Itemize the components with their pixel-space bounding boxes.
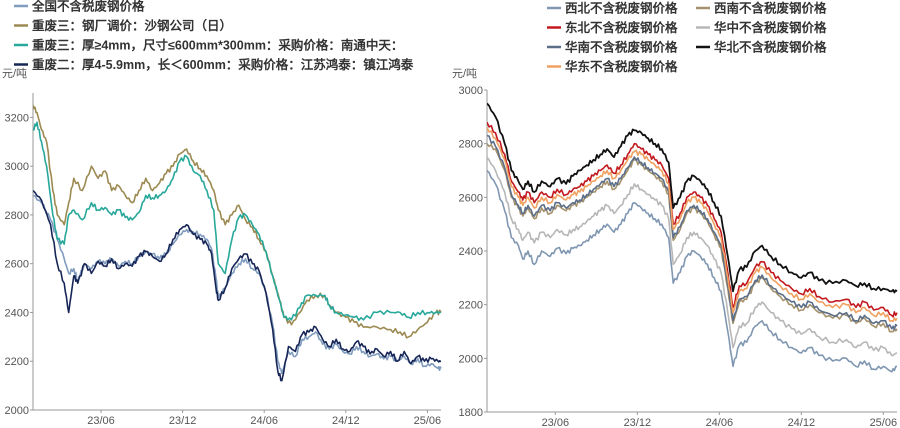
y-axis-unit-label: 元/吨 [452, 67, 477, 80]
series-line [487, 169, 898, 373]
y-tick-label: 3200 [5, 112, 29, 124]
y-tick-label: 3000 [5, 161, 29, 173]
left-line-chart: 元/吨 2000 2200 2400 2600 2800 3000 3200 23/06 23/1… [2, 0, 442, 427]
x-tick-label: 24/12 [788, 417, 816, 428]
series-line [33, 104, 442, 339]
legend-label: 重废三：厚≥4mm，尺寸≤600mm*300mm：采购价格：南通中天： [32, 38, 403, 53]
x-tick-label: 25/06 [870, 417, 898, 428]
x-tick-label: 23/12 [169, 415, 197, 427]
legend-label: 全国不含税废钢价格 [31, 0, 145, 14]
right-line-chart: 元/吨 1800 2000 2200 2400 2600 2800 3000 23/06 23/1… [452, 1, 898, 428]
y-tick-label: 2800 [459, 139, 483, 151]
y-tick-label: 2400 [459, 246, 483, 258]
legend-label: 东北不含税废钢价格 [565, 20, 678, 35]
y-tick-label: 2200 [5, 356, 29, 368]
y-tick-label: 3000 [459, 85, 483, 97]
y-tick-label: 2000 [5, 405, 29, 417]
series-line [487, 143, 898, 333]
legend-label: 西南不含税废钢价格 [714, 1, 827, 16]
series-line [33, 194, 442, 375]
series-line [487, 102, 898, 294]
x-tick-label: 23/06 [87, 415, 115, 427]
y-axis-unit-label: 元/吨 [2, 67, 27, 80]
series-line [487, 156, 898, 357]
series-line [33, 189, 442, 382]
y-tick-label: 1800 [459, 407, 483, 419]
x-tick-label: 23/06 [542, 417, 570, 428]
legend-label: 西北不含税废钢价格 [565, 1, 678, 16]
x-tick-label: 24/06 [250, 415, 278, 427]
series-line [33, 121, 442, 321]
y-tick-label: 2600 [459, 192, 483, 204]
legend-label: 华东不含税废钢价格 [565, 59, 678, 74]
series-line [487, 121, 898, 318]
legend-label: 重废二：厚4-5.9mm，长＜600mm：采购价格：江苏鸿泰：镇江鸿泰 [32, 57, 414, 72]
series-line [487, 127, 898, 322]
x-tick-label: 25/06 [414, 415, 442, 427]
y-tick-label: 2000 [459, 353, 483, 365]
series-line [487, 134, 898, 331]
y-tick-label: 2800 [5, 210, 29, 222]
legend-label: 华南不含税废钢价格 [565, 40, 678, 55]
x-tick-label: 24/06 [706, 417, 734, 428]
legend-label: 华北不含税废钢价格 [714, 40, 827, 55]
x-tick-label: 24/12 [332, 415, 360, 427]
left-chart-panel: 元/吨 2000 2200 2400 2600 2800 3000 3200 23/06 23/1… [2, 0, 442, 427]
y-tick-label: 2200 [459, 300, 483, 312]
legend-label: 重废三：钢厂调价：沙钢公司（日） [32, 18, 232, 33]
y-tick-label: 2600 [5, 259, 29, 271]
x-tick-label: 23/12 [624, 417, 652, 428]
legend-label: 华中不含税废钢价格 [714, 20, 827, 35]
y-tick-label: 2400 [5, 307, 29, 319]
right-chart-panel: 元/吨 1800 2000 2200 2400 2600 2800 3000 23/06 23/1… [450, 0, 900, 428]
